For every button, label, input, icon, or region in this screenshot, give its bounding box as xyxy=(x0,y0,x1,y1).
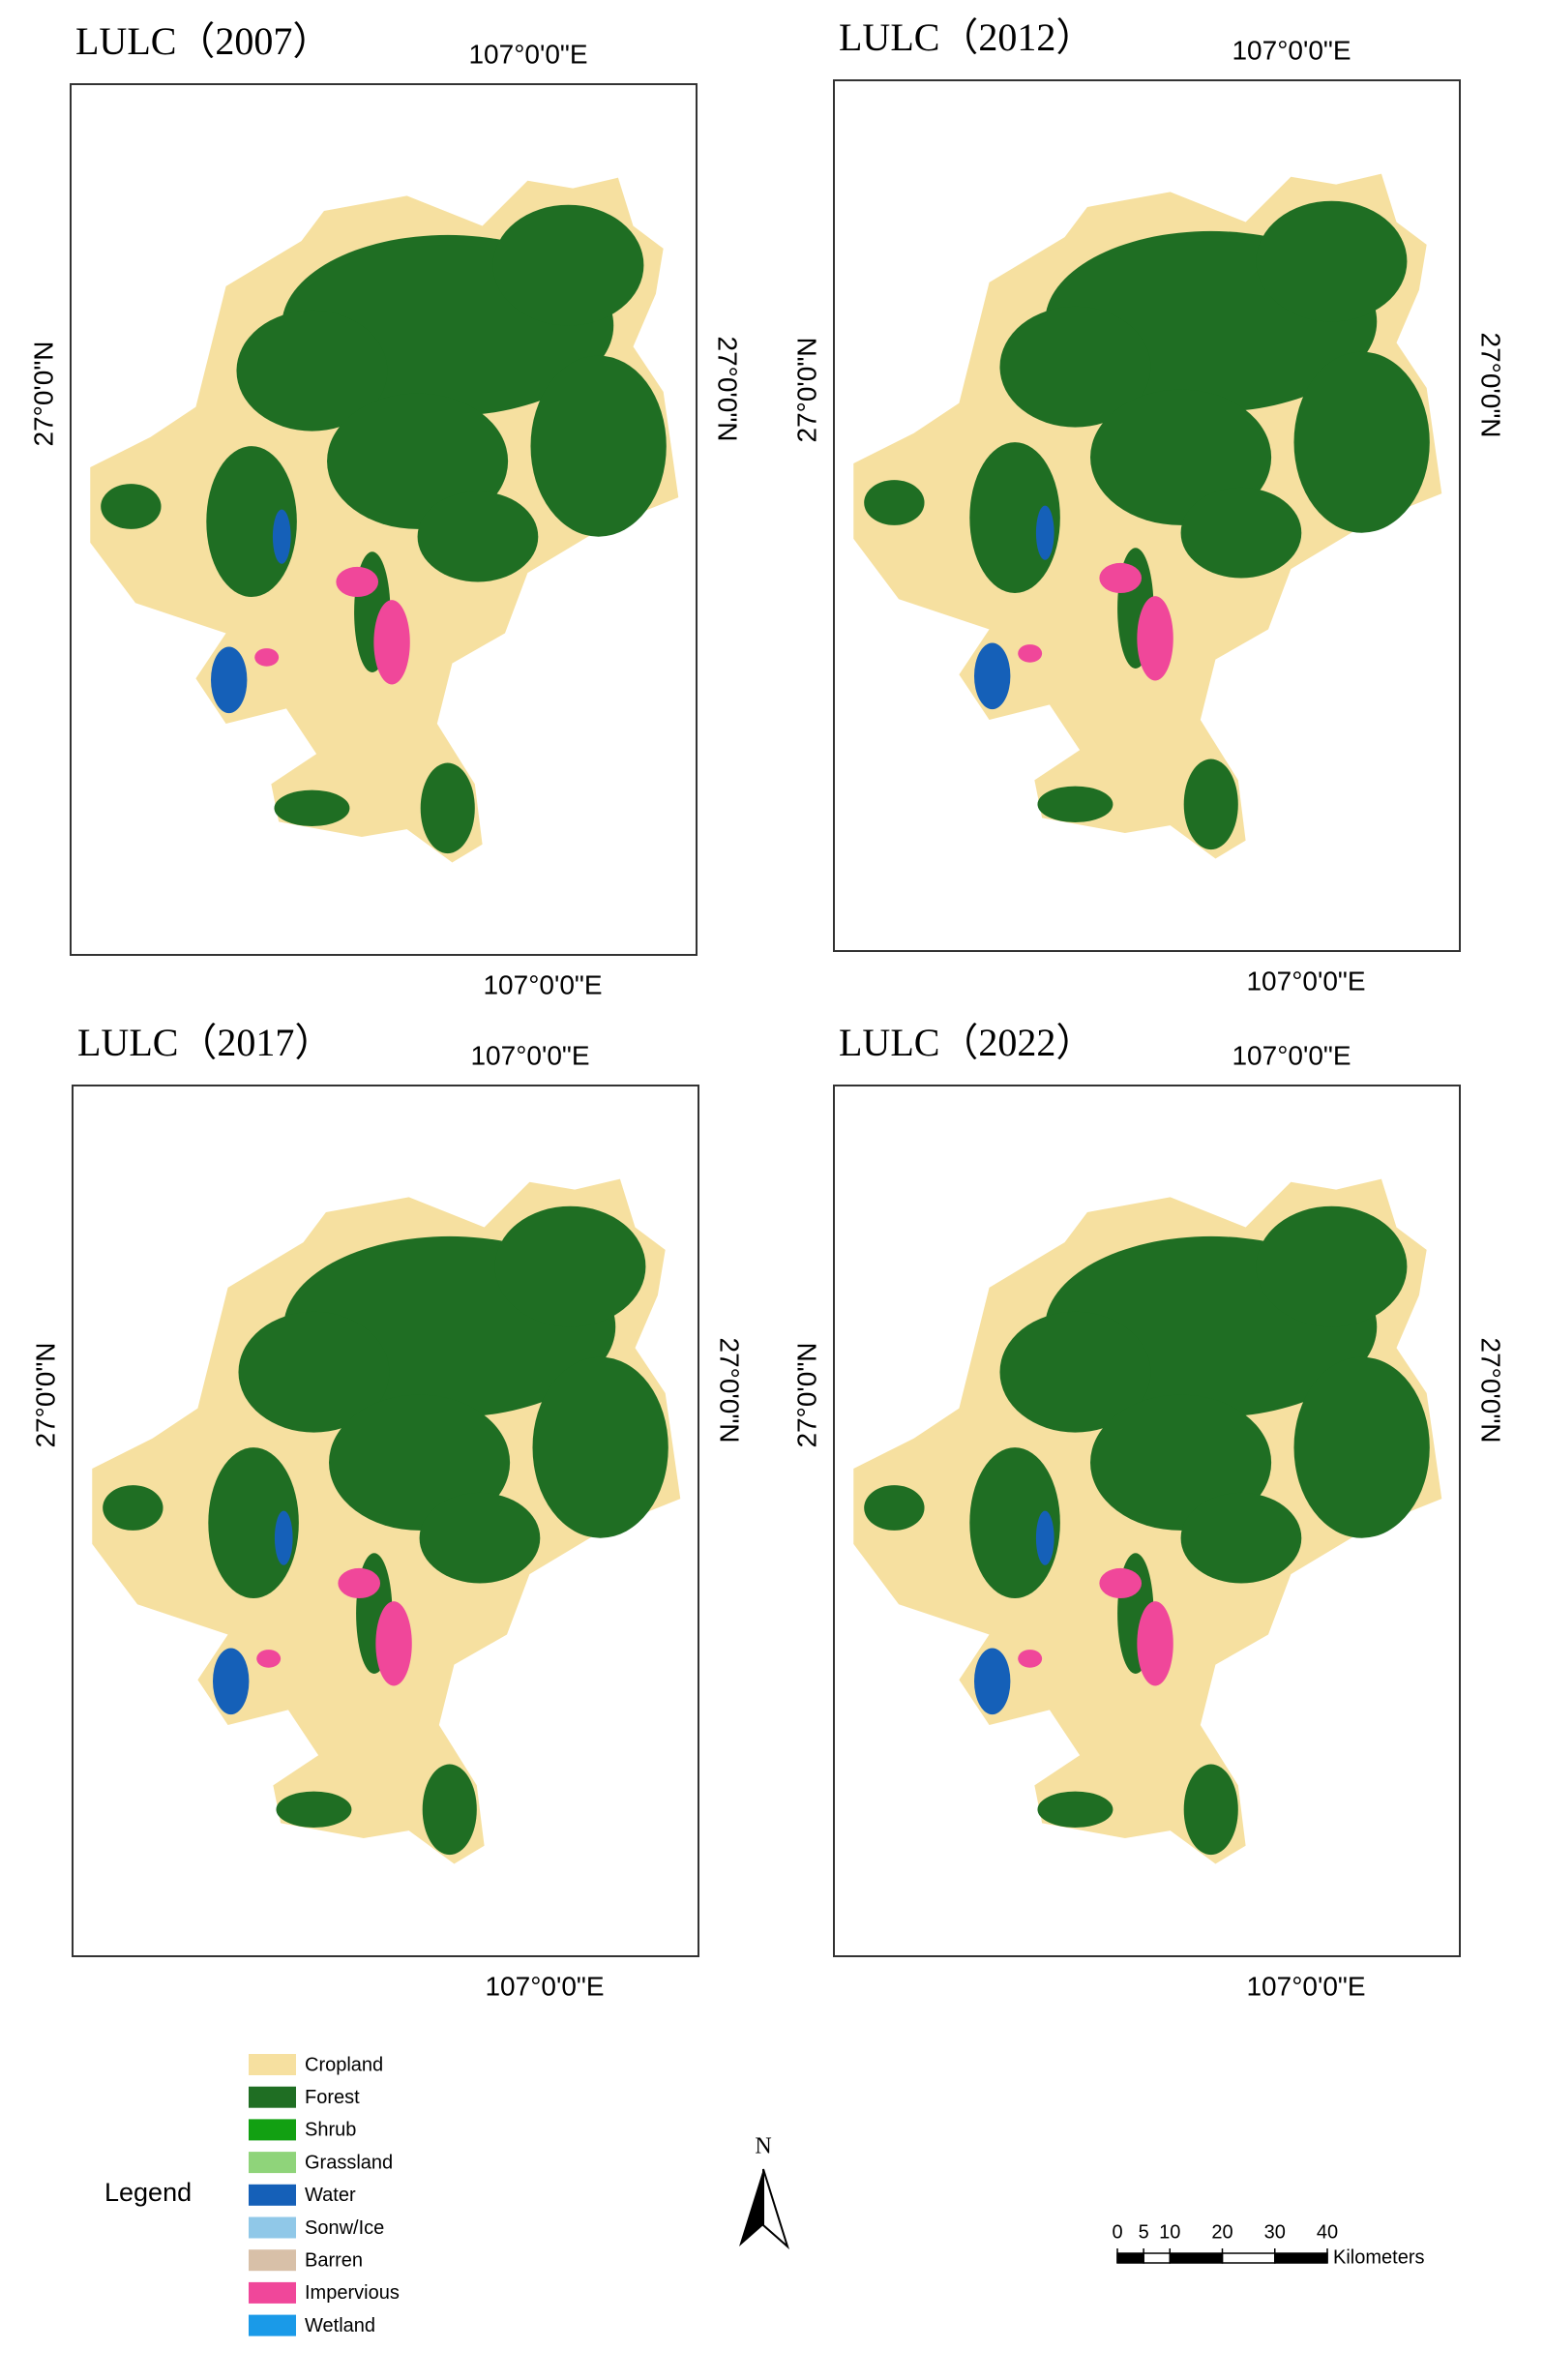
lon-label-bottom: 107°0'0"E xyxy=(1246,966,1365,996)
legend-swatch xyxy=(249,2152,296,2174)
legend-swatch xyxy=(249,2216,296,2239)
panels: LULC（2007） 107°0'0"E 107°0'0"E 27°0'0"N 27°0… xyxy=(28,15,1505,2001)
scale-tick-label: 40 xyxy=(1317,2221,1338,2243)
legend-swatch xyxy=(249,2184,296,2206)
north-arrow: N xyxy=(739,2134,790,2250)
legend-swatch xyxy=(249,2119,296,2141)
lat-label-left: 27°0'0"N xyxy=(30,1343,60,1448)
legend-label: Water xyxy=(305,2185,356,2206)
legend: Legend Cropland Forest Shrub Grassland Water S… xyxy=(104,2054,400,2336)
legend-label: Grassland xyxy=(305,2152,393,2173)
legend-title: Legend xyxy=(104,2178,192,2207)
north-label: N xyxy=(755,2134,771,2159)
legend-label: Cropland xyxy=(305,2054,383,2075)
scale-bar: 0 5 10 20 30 40 Kilometers xyxy=(1112,2221,1424,2268)
lon-label-top: 107°0'0"E xyxy=(1232,1040,1351,1070)
lat-label-right: 27°0'0"N xyxy=(715,1338,745,1443)
scale-segment xyxy=(1116,2252,1144,2264)
legend-label: Sonw/Ice xyxy=(305,2217,384,2239)
north-arrow-left xyxy=(739,2169,763,2246)
scale-segment xyxy=(1143,2252,1171,2264)
scale-tick-label: 30 xyxy=(1264,2221,1286,2243)
legend-label: Impervious xyxy=(305,2282,400,2304)
legend-swatch xyxy=(249,2054,296,2075)
legend-label: Forest xyxy=(305,2087,360,2108)
lat-label-left: 27°0'0"N xyxy=(791,1343,821,1448)
panel-title: LULC（2012） xyxy=(839,15,1094,59)
legend-swatch xyxy=(249,2249,296,2272)
legend-label: Barren xyxy=(305,2249,363,2271)
panel-title: LULC（2022） xyxy=(839,1021,1094,1064)
scale-tick-label: 20 xyxy=(1211,2221,1232,2243)
lat-label-right: 27°0'0"N xyxy=(1476,333,1506,438)
lon-label-bottom: 107°0'0"E xyxy=(483,969,602,999)
north-arrow-right xyxy=(762,2168,790,2250)
panel-title: LULC（2007） xyxy=(75,19,331,63)
scale-segment xyxy=(1221,2252,1276,2264)
legend-swatch xyxy=(249,2086,296,2108)
lat-label-left: 27°0'0"N xyxy=(791,338,821,443)
scale-segment xyxy=(1169,2252,1224,2264)
scale-tick-label: 0 xyxy=(1112,2221,1122,2243)
map-panel: LULC（2022） 107°0'0"E 107°0'0"E 27°0'0"N 27°0… xyxy=(791,1021,1505,2001)
lon-label-top: 107°0'0"E xyxy=(1232,35,1351,65)
scale-tick-label: 5 xyxy=(1139,2221,1149,2243)
legend-swatch xyxy=(249,2314,296,2336)
scale-tick-label: 10 xyxy=(1159,2221,1180,2243)
legend-label: Shrub xyxy=(305,2120,356,2141)
panel-title: LULC（2017） xyxy=(77,1021,333,1064)
lon-label-bottom: 107°0'0"E xyxy=(485,1971,604,2001)
map-panel: LULC（2012） 107°0'0"E 107°0'0"E 27°0'0"N 27°0… xyxy=(791,15,1505,996)
lat-label-right: 27°0'0"N xyxy=(713,337,743,442)
legend-swatch xyxy=(249,2281,296,2304)
map-panel: LULC（2007） 107°0'0"E 107°0'0"E 27°0'0"N 27°0… xyxy=(28,19,742,999)
legend-label: Wetland xyxy=(305,2315,375,2336)
lon-label-bottom: 107°0'0"E xyxy=(1246,1971,1365,2001)
lon-label-top: 107°0'0"E xyxy=(468,39,587,69)
scale-unit: Kilometers xyxy=(1333,2246,1424,2268)
map-panel: LULC（2017） 107°0'0"E 107°0'0"E 27°0'0"N 27°0… xyxy=(30,1021,744,2001)
lon-label-top: 107°0'0"E xyxy=(470,1040,589,1070)
lat-label-right: 27°0'0"N xyxy=(1476,1338,1506,1443)
scale-segment xyxy=(1274,2252,1328,2264)
lat-label-left: 27°0'0"N xyxy=(28,342,58,447)
